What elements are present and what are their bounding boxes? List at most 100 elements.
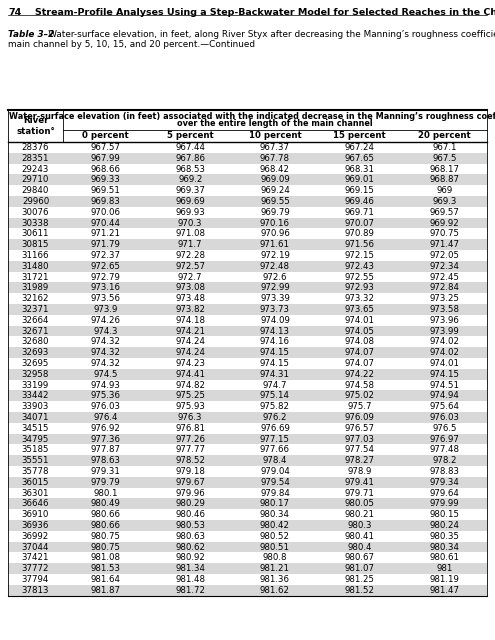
Text: 980.34: 980.34 <box>260 510 290 519</box>
Text: 36910: 36910 <box>22 510 49 519</box>
Text: 980.75: 980.75 <box>91 543 120 552</box>
Text: 975.7: 975.7 <box>347 402 372 411</box>
Text: 972.79: 972.79 <box>91 273 120 282</box>
Text: 977.15: 977.15 <box>260 435 290 444</box>
Text: 969.79: 969.79 <box>260 208 290 217</box>
Text: 974.13: 974.13 <box>260 326 290 335</box>
Text: 974.82: 974.82 <box>175 381 205 390</box>
Text: 981.19: 981.19 <box>430 575 459 584</box>
Text: 967.99: 967.99 <box>91 154 120 163</box>
Text: Table 3–2: Table 3–2 <box>8 30 67 39</box>
Text: 971.47: 971.47 <box>430 240 459 249</box>
Text: 973.9: 973.9 <box>93 305 118 314</box>
Text: 974.02: 974.02 <box>430 348 459 357</box>
Text: 980.49: 980.49 <box>91 499 120 508</box>
Text: 980.67: 980.67 <box>345 554 375 563</box>
Text: 976.09: 976.09 <box>345 413 375 422</box>
Text: 972.48: 972.48 <box>260 262 290 271</box>
Text: 980.21: 980.21 <box>345 510 375 519</box>
Text: 979.31: 979.31 <box>91 467 120 476</box>
Text: 969.46: 969.46 <box>345 197 375 206</box>
Text: 968.42: 968.42 <box>260 164 290 173</box>
Bar <box>8 499 487 509</box>
Text: 0 percent: 0 percent <box>82 131 129 140</box>
Text: 974.24: 974.24 <box>175 348 205 357</box>
Text: 973.56: 973.56 <box>91 294 120 303</box>
Text: 967.57: 967.57 <box>91 143 120 152</box>
Text: 979.96: 979.96 <box>175 488 205 497</box>
Text: 971.56: 971.56 <box>345 240 375 249</box>
Text: 973.82: 973.82 <box>175 305 205 314</box>
Text: 980.35: 980.35 <box>430 532 459 541</box>
Text: 976.69: 976.69 <box>260 424 290 433</box>
Text: 969.2: 969.2 <box>178 175 202 184</box>
Text: 968.53: 968.53 <box>175 164 205 173</box>
Text: 974.21: 974.21 <box>175 326 205 335</box>
Text: 35551: 35551 <box>22 456 49 465</box>
Text: over the entire length of the main channel: over the entire length of the main chann… <box>177 119 373 128</box>
Text: 973.25: 973.25 <box>430 294 459 303</box>
Bar <box>8 261 487 271</box>
Text: 974.01: 974.01 <box>430 359 459 368</box>
Text: 981.72: 981.72 <box>175 586 205 595</box>
Text: 981.25: 981.25 <box>345 575 375 584</box>
Text: 977.26: 977.26 <box>175 435 205 444</box>
Text: 970.3: 970.3 <box>178 218 202 227</box>
Text: 31721: 31721 <box>22 273 49 282</box>
Text: 967.44: 967.44 <box>175 143 205 152</box>
Text: 970.89: 970.89 <box>345 229 375 238</box>
Text: 974.15: 974.15 <box>260 348 290 357</box>
Text: 967.37: 967.37 <box>260 143 290 152</box>
Bar <box>8 239 487 250</box>
Text: 970.07: 970.07 <box>345 218 375 227</box>
Text: 28376: 28376 <box>22 143 49 152</box>
Text: 979.54: 979.54 <box>260 477 290 486</box>
Text: 969.24: 969.24 <box>260 186 290 195</box>
Text: 31166: 31166 <box>22 251 49 260</box>
Text: 974.3: 974.3 <box>93 326 118 335</box>
Text: 970.96: 970.96 <box>260 229 290 238</box>
Text: 969.15: 969.15 <box>345 186 375 195</box>
Text: 974.26: 974.26 <box>91 316 120 324</box>
Text: 981.62: 981.62 <box>260 586 290 595</box>
Text: 969.01: 969.01 <box>345 175 375 184</box>
Text: 972.6: 972.6 <box>263 273 287 282</box>
Text: 979.41: 979.41 <box>345 477 375 486</box>
Text: 10 percent: 10 percent <box>248 131 301 140</box>
Text: 981.53: 981.53 <box>91 564 120 573</box>
Text: 969.92: 969.92 <box>430 218 459 227</box>
Text: 968.31: 968.31 <box>345 164 375 173</box>
Text: 978.83: 978.83 <box>430 467 459 476</box>
Text: 978.52: 978.52 <box>175 456 205 465</box>
Text: 972.84: 972.84 <box>430 284 459 292</box>
Text: 980.17: 980.17 <box>260 499 290 508</box>
Text: 974.58: 974.58 <box>345 381 375 390</box>
Text: 35778: 35778 <box>22 467 49 476</box>
Text: 30338: 30338 <box>22 218 49 227</box>
Text: 972.99: 972.99 <box>260 284 290 292</box>
Text: 36015: 36015 <box>22 477 49 486</box>
Text: 979.34: 979.34 <box>430 477 459 486</box>
Text: Stream-Profile Analyses Using a Step-Backwater Model for Selected Reaches in the: Stream-Profile Analyses Using a Step-Bac… <box>35 8 495 17</box>
Bar <box>8 390 487 401</box>
Text: 974.18: 974.18 <box>175 316 205 324</box>
Text: 974.02: 974.02 <box>430 337 459 346</box>
Text: 980.8: 980.8 <box>263 554 287 563</box>
Text: 979.79: 979.79 <box>91 477 120 486</box>
Text: 974.24: 974.24 <box>175 337 205 346</box>
Text: 34515: 34515 <box>22 424 49 433</box>
Text: 37794: 37794 <box>22 575 49 584</box>
Text: 29243: 29243 <box>22 164 49 173</box>
Text: 976.4: 976.4 <box>93 413 118 422</box>
Text: 974.09: 974.09 <box>260 316 290 324</box>
Text: 973.32: 973.32 <box>345 294 375 303</box>
Text: 972.34: 972.34 <box>430 262 459 271</box>
Text: 31480: 31480 <box>22 262 49 271</box>
Text: 981.52: 981.52 <box>345 586 375 595</box>
Text: 36936: 36936 <box>22 521 49 530</box>
Text: 973.16: 973.16 <box>91 284 120 292</box>
Text: 30611: 30611 <box>22 229 49 238</box>
Text: 981.34: 981.34 <box>175 564 205 573</box>
Text: 32664: 32664 <box>22 316 49 324</box>
Text: 37813: 37813 <box>22 586 49 595</box>
